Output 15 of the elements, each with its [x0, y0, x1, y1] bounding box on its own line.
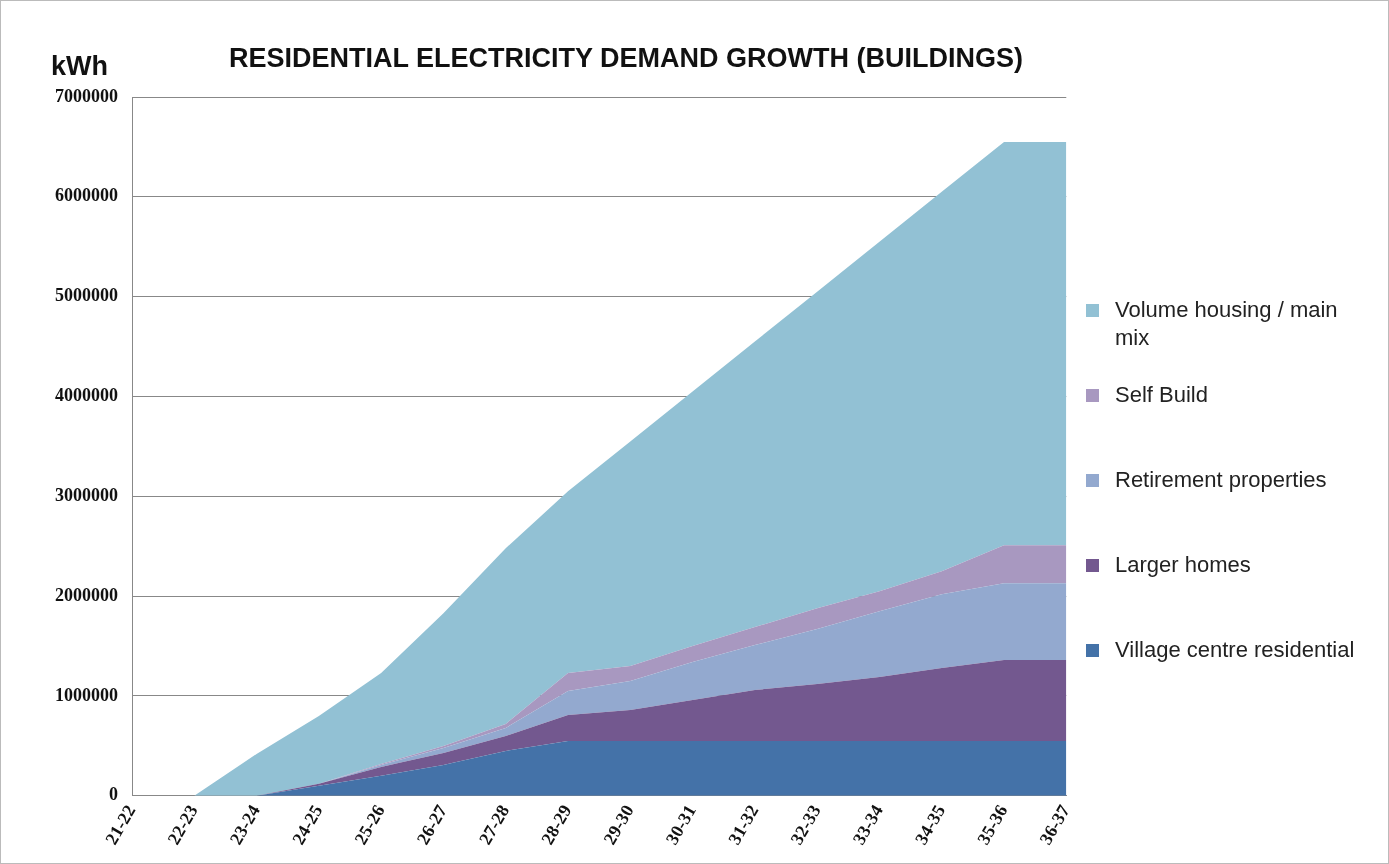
- y-tick-label: 6000000: [55, 185, 118, 206]
- legend-label: Larger homes: [1115, 551, 1251, 579]
- y-tick-label: 5000000: [55, 285, 118, 306]
- y-axis-title: kWh: [51, 51, 108, 82]
- legend-label: Self Build: [1115, 381, 1208, 409]
- y-tick-label: 3000000: [55, 484, 118, 505]
- legend-label: Volume housing / main mix: [1115, 296, 1339, 352]
- y-tick-label: 4000000: [55, 385, 118, 406]
- y-tick-label: 1000000: [55, 684, 118, 705]
- y-tick-label: 0: [109, 784, 118, 805]
- legend-label: Retirement properties: [1115, 466, 1327, 494]
- y-tick-label: 2000000: [55, 584, 118, 605]
- y-tick-label: 7000000: [55, 85, 118, 106]
- legend-label: Village centre residential: [1115, 636, 1355, 664]
- chart-title: RESIDENTIAL ELECTRICITY DEMAND GROWTH (BUILDINGS): [229, 43, 1023, 74]
